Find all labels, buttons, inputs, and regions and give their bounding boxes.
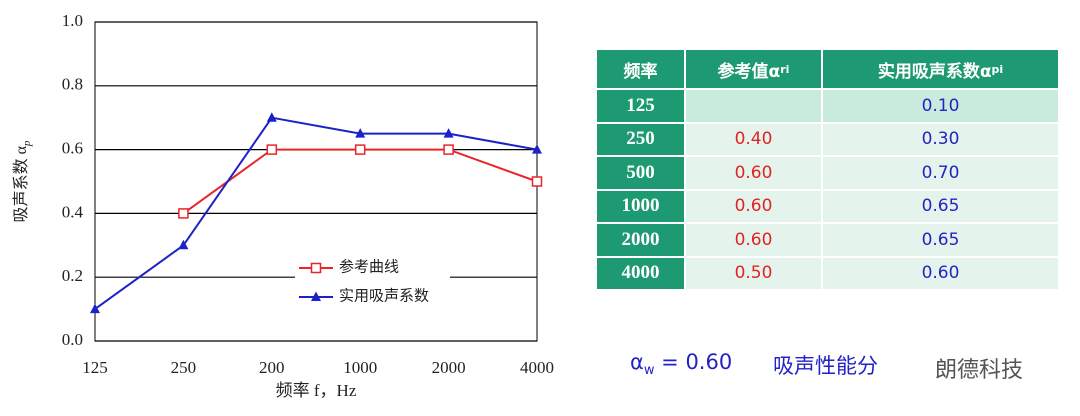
alpha-value: = 0.60: [661, 350, 733, 374]
marker: [178, 208, 189, 219]
header-text: 参考值α: [717, 61, 781, 82]
x-tick-label: 1000: [343, 358, 377, 377]
data-cell: 0.40: [686, 123, 821, 155]
marker: [311, 291, 321, 301]
y-tick-label: 1.0: [62, 11, 83, 30]
y-tick-label: 0.4: [62, 202, 84, 221]
cell-text: 0.60: [734, 196, 773, 217]
data-cell: 0.65: [823, 190, 1058, 222]
x-tick-label: 250: [171, 358, 197, 377]
header-cell: 实用吸声系数α pi: [823, 50, 1058, 88]
x-tick-label: 200: [259, 358, 285, 377]
rating: 吸声性能分: [773, 354, 878, 378]
x-tick-label: 4000: [520, 358, 554, 377]
y-tick-label: 0.8: [62, 75, 83, 94]
header-sub: pi: [991, 62, 1004, 76]
header-cell: 频率: [597, 50, 684, 88]
cell-text: 0.65: [921, 196, 960, 217]
y-axis-label: 吸声系数 αp: [12, 140, 33, 222]
header-text: 频率: [623, 61, 658, 82]
row-header-cell: 500: [597, 157, 684, 189]
chart: 0.0 0.2 0.4 0.6 0.8 1.0 125 250 200 1000 2000 4000 频…: [12, 11, 554, 400]
row-header-cell: 1000: [597, 190, 684, 222]
marker: [354, 144, 366, 155]
cell-text: 0.65: [921, 229, 960, 250]
y-tick-label: 0.6: [62, 139, 83, 158]
row-header-cell: 250: [597, 123, 684, 155]
header-sub: ri: [780, 62, 790, 76]
y-axis-label-main: 吸声系数 α: [12, 145, 30, 222]
cell-text: 2000: [621, 228, 660, 250]
marker: [90, 303, 100, 314]
cell-text: 500: [626, 161, 655, 183]
data-cell: 0.50: [686, 257, 821, 289]
row-header-cell: 125: [597, 90, 684, 122]
data-cell: 0.60: [686, 224, 821, 256]
cell-text: 0.60: [921, 263, 960, 284]
alpha-symbol: α: [630, 350, 644, 374]
row-header-cell: 2000: [597, 224, 684, 256]
cell-text: 0.40: [734, 129, 773, 150]
data-cell: [686, 90, 821, 122]
data-cell: 0.60: [686, 157, 821, 189]
marker: [266, 144, 278, 155]
data-cell: 0.60: [686, 190, 821, 222]
cell-text: 0.10: [921, 95, 960, 116]
y-tick-label: 0.0: [62, 330, 83, 349]
y-tick-label: 0.2: [62, 266, 83, 285]
cell-text: 0.30: [921, 129, 960, 150]
x-axis-label: 频率 f，Hz: [276, 381, 357, 400]
cell-text: 250: [626, 128, 655, 150]
legend-label: 实用吸声系数: [339, 286, 429, 304]
y-axis-label-sub: p: [21, 140, 33, 147]
data-cell: 0.30: [823, 123, 1058, 155]
cell-text: 4000: [621, 262, 660, 284]
header-text: 实用吸声系数α: [877, 61, 992, 82]
marker: [266, 112, 277, 122]
marker: [532, 144, 542, 154]
cell-text: 1000: [621, 195, 660, 217]
cell-text: 125: [626, 94, 655, 116]
watermark: 朗德科技: [935, 358, 1024, 383]
header-cell: 参考值α ri: [686, 50, 821, 88]
data-cell: 0.10: [823, 90, 1058, 122]
alpha-w: αw = 0.60: [630, 350, 732, 378]
cell-text: 0.50: [734, 263, 773, 284]
cell-text: 0.60: [734, 229, 773, 250]
marker: [443, 128, 454, 138]
data-cell: 0.60: [823, 257, 1058, 289]
cell-text: 0.60: [734, 162, 773, 183]
row-header-cell: 4000: [597, 257, 684, 289]
data-cell: 0.65: [823, 224, 1058, 256]
data-cell: 0.70: [823, 157, 1058, 189]
legend-label: 参考曲线: [339, 258, 399, 275]
x-tick-label: 125: [82, 358, 108, 377]
marker: [178, 239, 189, 250]
cell-text: 0.70: [921, 162, 960, 183]
marker: [531, 176, 543, 187]
alpha-sub: w: [643, 363, 655, 379]
x-tick-label: 2000: [432, 358, 466, 377]
marker: [355, 128, 366, 138]
marker: [310, 262, 322, 274]
series-line: [94, 116, 538, 310]
marker: [443, 144, 454, 155]
